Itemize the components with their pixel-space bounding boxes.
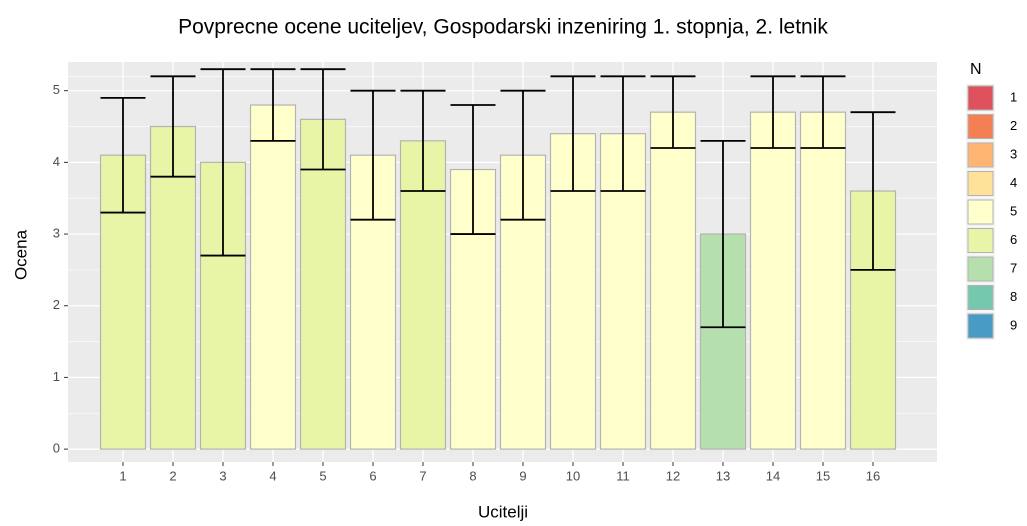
x-tick-label: 10 bbox=[566, 468, 580, 483]
x-tick-label: 13 bbox=[716, 468, 730, 483]
x-tick-label: 15 bbox=[816, 468, 830, 483]
error-bar bbox=[750, 75, 796, 149]
x-tick-label: 9 bbox=[519, 468, 526, 483]
x-tick-label: 16 bbox=[866, 468, 880, 483]
legend-label: 8 bbox=[1010, 289, 1017, 304]
legend-key bbox=[967, 85, 994, 111]
x-tick-label: 3 bbox=[219, 468, 226, 483]
x-tick-label: 11 bbox=[616, 468, 630, 483]
x-tick-label: 14 bbox=[766, 468, 780, 483]
legend-title: N bbox=[970, 61, 982, 78]
error-bar bbox=[850, 111, 896, 271]
bar bbox=[749, 111, 797, 450]
bar bbox=[649, 111, 697, 450]
legend-label: 9 bbox=[1010, 317, 1017, 332]
legend-label: 3 bbox=[1010, 146, 1017, 161]
legend-key bbox=[967, 114, 994, 139]
legend-key bbox=[967, 142, 994, 168]
error-bar bbox=[100, 96, 146, 214]
legend-key bbox=[967, 256, 994, 282]
y-tick-label: 2 bbox=[53, 297, 60, 312]
y-tick-label: 4 bbox=[53, 154, 60, 169]
x-tick-label: 5 bbox=[319, 468, 326, 483]
x-tick-label: 8 bbox=[469, 468, 476, 483]
error-bar bbox=[400, 89, 446, 192]
error-bar bbox=[300, 68, 346, 171]
x-tick-label: 1 bbox=[119, 468, 126, 483]
y-tick-label: 3 bbox=[53, 225, 60, 240]
legend-label: 2 bbox=[1010, 118, 1017, 133]
error-bar bbox=[500, 89, 546, 221]
x-tick-label: 6 bbox=[369, 468, 376, 483]
y-tick-label: 1 bbox=[53, 369, 60, 384]
legend-key bbox=[967, 199, 994, 225]
y-axis-title: Ocena bbox=[11, 229, 30, 280]
bar bbox=[799, 111, 847, 450]
chart-title: Povprecne ocene uciteljev, Gospodarski i… bbox=[178, 16, 828, 39]
legend-label: 5 bbox=[1010, 203, 1017, 218]
error-bar bbox=[700, 139, 746, 329]
bar bbox=[149, 125, 197, 450]
x-tick-label: 7 bbox=[419, 468, 426, 483]
y-tick-label: 0 bbox=[53, 441, 60, 456]
legend-key bbox=[967, 313, 994, 339]
error-bar bbox=[800, 75, 846, 149]
legend-label: 7 bbox=[1010, 260, 1017, 275]
error-bar bbox=[600, 75, 646, 192]
y-tick-label: 5 bbox=[53, 82, 60, 97]
legend-label: 6 bbox=[1010, 232, 1017, 247]
error-bar bbox=[150, 75, 196, 178]
legend-key bbox=[967, 228, 994, 253]
error-bar bbox=[550, 75, 596, 192]
bar bbox=[299, 118, 347, 450]
bar bbox=[399, 140, 447, 450]
legend-label: 4 bbox=[1010, 175, 1017, 190]
legend-key bbox=[967, 285, 994, 310]
legend-key bbox=[967, 171, 994, 196]
error-bar bbox=[650, 75, 696, 149]
x-axis-title: Ucitelji bbox=[478, 502, 528, 521]
x-tick-label: 4 bbox=[269, 468, 276, 483]
error-bar bbox=[250, 68, 296, 142]
bar bbox=[249, 104, 297, 450]
x-tick-label: 2 bbox=[169, 468, 176, 483]
legend-label: 1 bbox=[1010, 89, 1017, 104]
error-bar bbox=[200, 68, 246, 257]
error-bar bbox=[350, 89, 396, 221]
error-bar bbox=[450, 104, 496, 235]
x-tick-label: 12 bbox=[666, 468, 680, 483]
